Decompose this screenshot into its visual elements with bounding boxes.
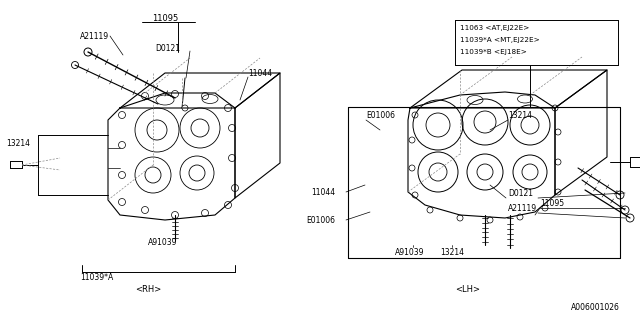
Text: A21119: A21119 <box>508 204 537 212</box>
Text: A91039: A91039 <box>395 247 424 257</box>
Text: E01006: E01006 <box>366 110 395 119</box>
Text: 11095: 11095 <box>540 198 564 207</box>
Text: 11039*A: 11039*A <box>80 274 113 283</box>
Text: A006001026: A006001026 <box>571 303 620 313</box>
Text: 11044: 11044 <box>248 68 272 77</box>
Text: 11063 <AT,EJ22E>: 11063 <AT,EJ22E> <box>460 25 529 31</box>
Text: 11044: 11044 <box>311 188 335 196</box>
Text: 13214: 13214 <box>440 247 464 257</box>
Text: 13214: 13214 <box>6 139 30 148</box>
Text: 11039*B <EJ18E>: 11039*B <EJ18E> <box>460 49 527 55</box>
Text: <RH>: <RH> <box>135 285 161 294</box>
Text: 11095: 11095 <box>152 13 179 22</box>
Text: E01006: E01006 <box>306 215 335 225</box>
Text: D0121: D0121 <box>155 44 180 52</box>
Text: 11039*A <MT,EJ22E>: 11039*A <MT,EJ22E> <box>460 37 540 43</box>
Text: D0121: D0121 <box>508 188 533 197</box>
Text: 13214: 13214 <box>508 110 532 119</box>
Text: A91039: A91039 <box>148 237 177 246</box>
Text: <LH>: <LH> <box>456 285 481 294</box>
Text: A21119: A21119 <box>80 31 109 41</box>
